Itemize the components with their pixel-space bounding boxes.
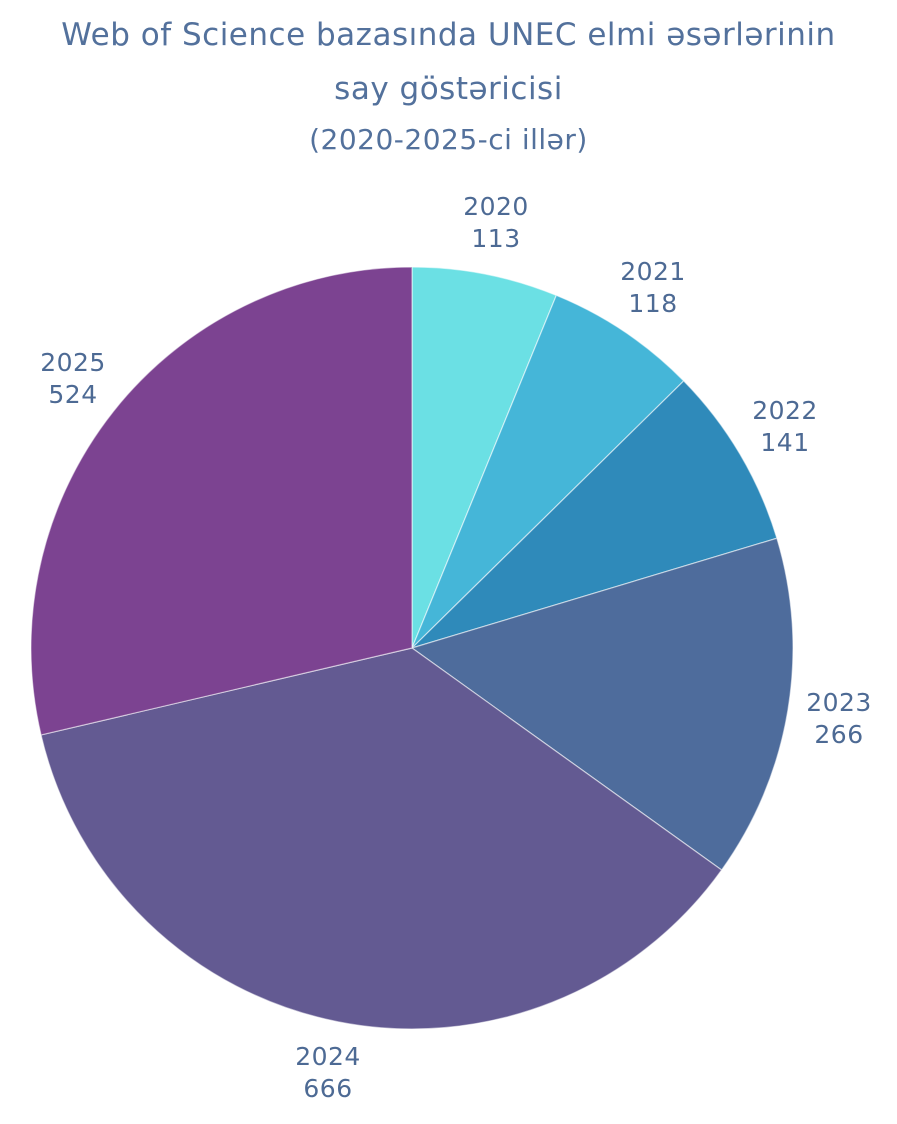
pie-slice-2024: [40, 647, 723, 1030]
chart-header: Web of Science bazasında UNEC elmi əsərl…: [0, 8, 897, 158]
pie-slice-2020: [411, 266, 557, 649]
pie-slice-2021: [411, 294, 685, 649]
chart-subtitle: (2020-2025-ci illər): [309, 123, 588, 156]
chart-title: Web of Science bazasında UNEC elmi əsərl…: [61, 17, 836, 107]
pie-slice-2025: [30, 266, 413, 736]
pie-slice-2023: [411, 537, 794, 871]
pie-slice-2022: [411, 380, 778, 649]
